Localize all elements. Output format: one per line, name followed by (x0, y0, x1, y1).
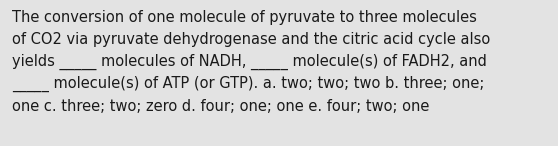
Text: The conversion of one molecule of pyruvate to three molecules
of CO2 via pyruvat: The conversion of one molecule of pyruva… (12, 10, 490, 114)
